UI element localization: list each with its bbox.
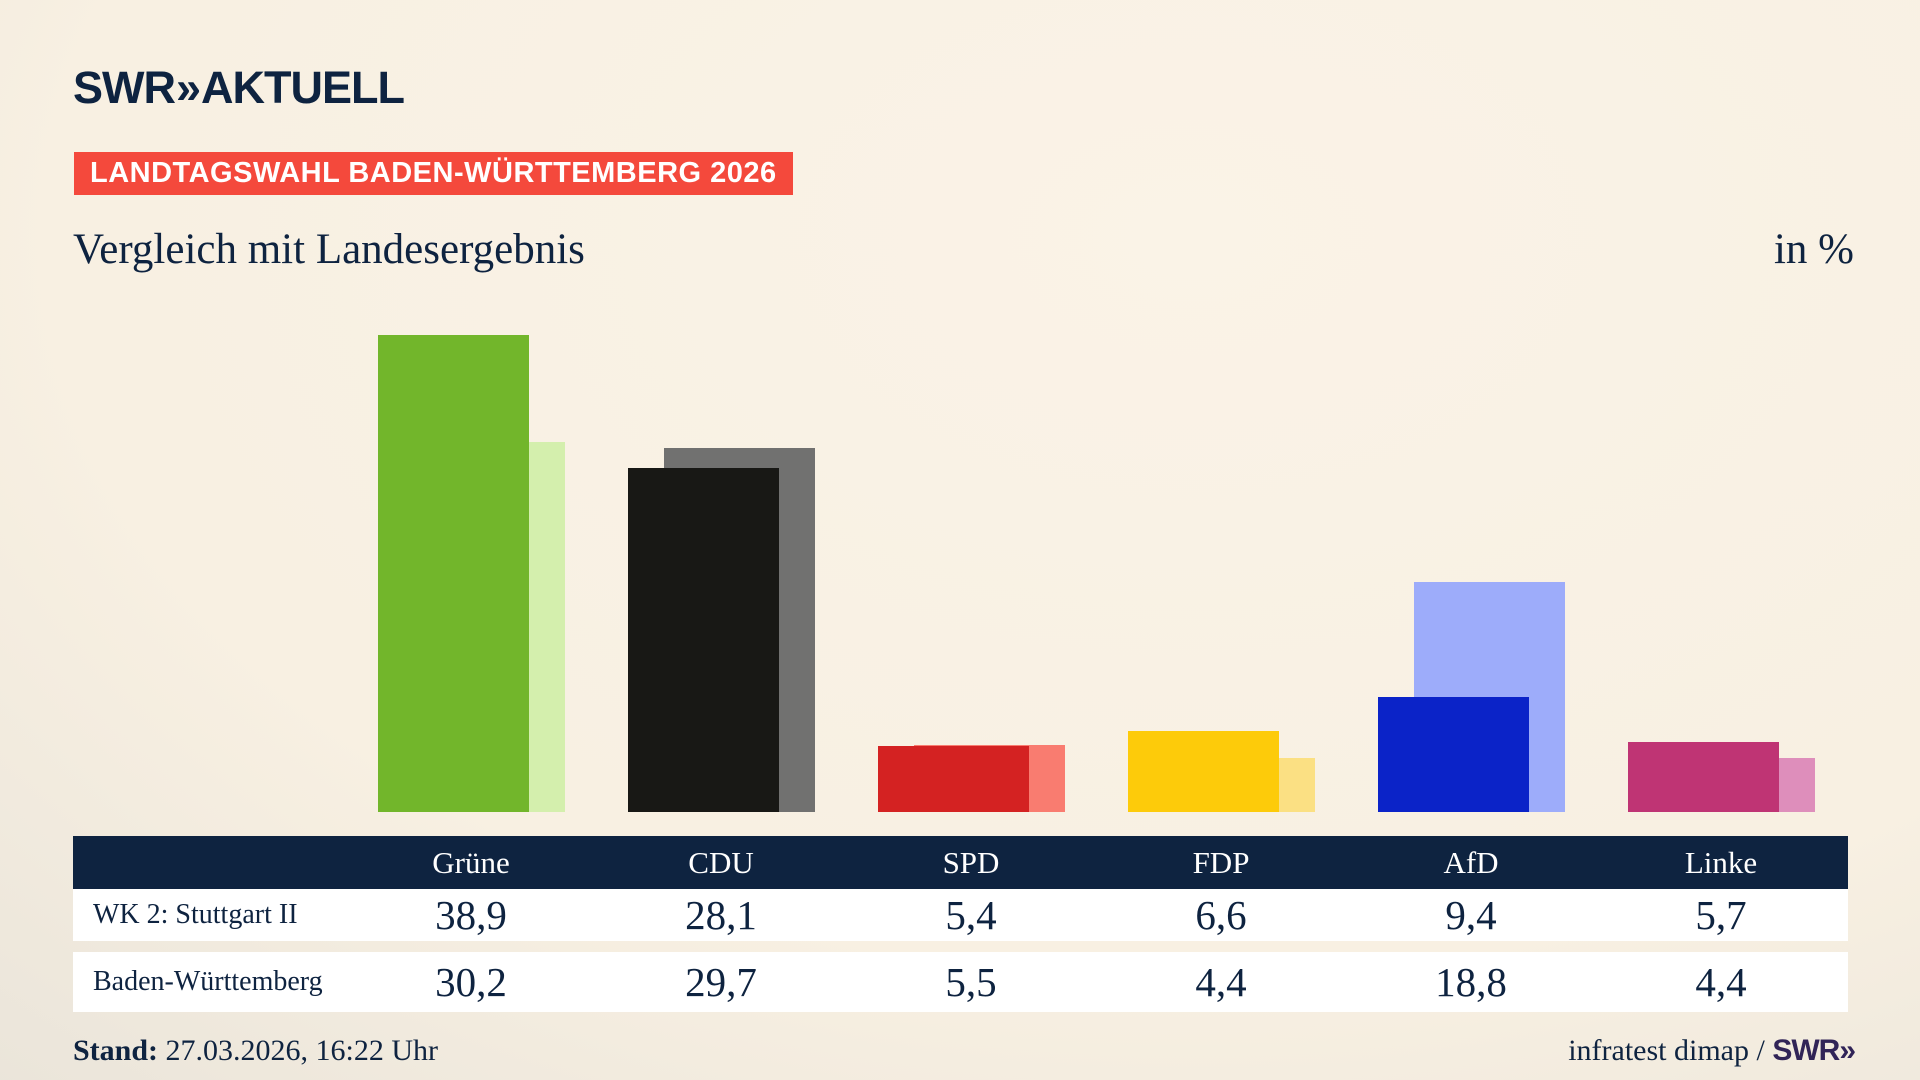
table-header-AfD: AfD bbox=[1443, 845, 1499, 880]
bar-constituency-Linke bbox=[1628, 742, 1779, 812]
bar-constituency-AfD bbox=[1378, 697, 1529, 812]
table-header-CDU: CDU bbox=[688, 845, 754, 880]
row-label-state: Baden-Württemberg bbox=[93, 966, 323, 997]
table-cell-FDP-state: 4,4 bbox=[1195, 959, 1247, 1005]
unit-label: in % bbox=[1773, 226, 1854, 273]
table-header-Grüne: Grüne bbox=[432, 845, 510, 880]
row-label-constituency: WK 2: Stuttgart II bbox=[93, 899, 298, 930]
table-cell-Linke-constituency: 5,7 bbox=[1695, 892, 1747, 938]
table-cell-CDU-state: 29,7 bbox=[685, 959, 757, 1005]
source-swr-logo: SWR» bbox=[1772, 1034, 1856, 1067]
stand-label: Stand: bbox=[73, 1034, 159, 1067]
table-cell-SPD-constituency: 5,4 bbox=[945, 892, 997, 938]
double-chevron-icon: » bbox=[1839, 1034, 1856, 1067]
stand-value: 27.03.2026, 16:22 Uhr bbox=[158, 1034, 439, 1067]
table-header-row: Grüne CDU SPD FDP AfD Linke bbox=[73, 836, 1848, 889]
source-text: infratest dimap / bbox=[1568, 1034, 1773, 1067]
swr-aktuell-logo: SWR»AKTUELL bbox=[73, 65, 405, 110]
table-row: 30,2 29,7 5,5 4,4 18,8 4,4 Baden-Württemberg bbox=[73, 952, 1848, 1012]
table-cell-Linke-state: 4,4 bbox=[1695, 959, 1747, 1005]
chart-title: Vergleich mit Landesergebnis bbox=[73, 226, 585, 273]
table-cell-Grüne-state: 30,2 bbox=[435, 959, 507, 1005]
table-cell-SPD-state: 5,5 bbox=[945, 959, 997, 1005]
bar-constituency-SPD bbox=[878, 746, 1029, 812]
table-header-Linke: Linke bbox=[1684, 845, 1758, 880]
table-header-FDP: FDP bbox=[1192, 845, 1250, 880]
double-chevron-icon: » bbox=[176, 62, 201, 113]
bar-constituency-Grüne bbox=[378, 335, 529, 812]
bar-constituency-CDU bbox=[628, 468, 779, 812]
table-cell-CDU-constituency: 28,1 bbox=[685, 892, 757, 938]
table-cell-Grüne-constituency: 38,9 bbox=[435, 892, 507, 938]
source-credit: infratest dimap / SWR» bbox=[1568, 1034, 1856, 1068]
table-cell-AfD-state: 18,8 bbox=[1435, 959, 1507, 1005]
stand-timestamp: Stand: 27.03.2026, 16:22 Uhr bbox=[73, 1034, 438, 1068]
table-header-SPD: SPD bbox=[942, 845, 1000, 880]
election-banner: LANDTAGSWAHL BADEN-WÜRTTEMBERG 2026 bbox=[74, 152, 793, 195]
election-banner-label: LANDTAGSWAHL BADEN-WÜRTTEMBERG 2026 bbox=[90, 157, 777, 189]
table-row: 38,9 28,1 5,4 6,6 9,4 5,7 WK 2: Stuttgart II bbox=[73, 889, 1848, 941]
logo-swr-text: SWR bbox=[73, 62, 176, 113]
table-cell-FDP-constituency: 6,6 bbox=[1195, 892, 1247, 938]
logo-aktuell-text: AKTUELL bbox=[201, 62, 405, 113]
bar-constituency-FDP bbox=[1128, 731, 1279, 812]
table-cell-AfD-constituency: 9,4 bbox=[1445, 892, 1497, 938]
